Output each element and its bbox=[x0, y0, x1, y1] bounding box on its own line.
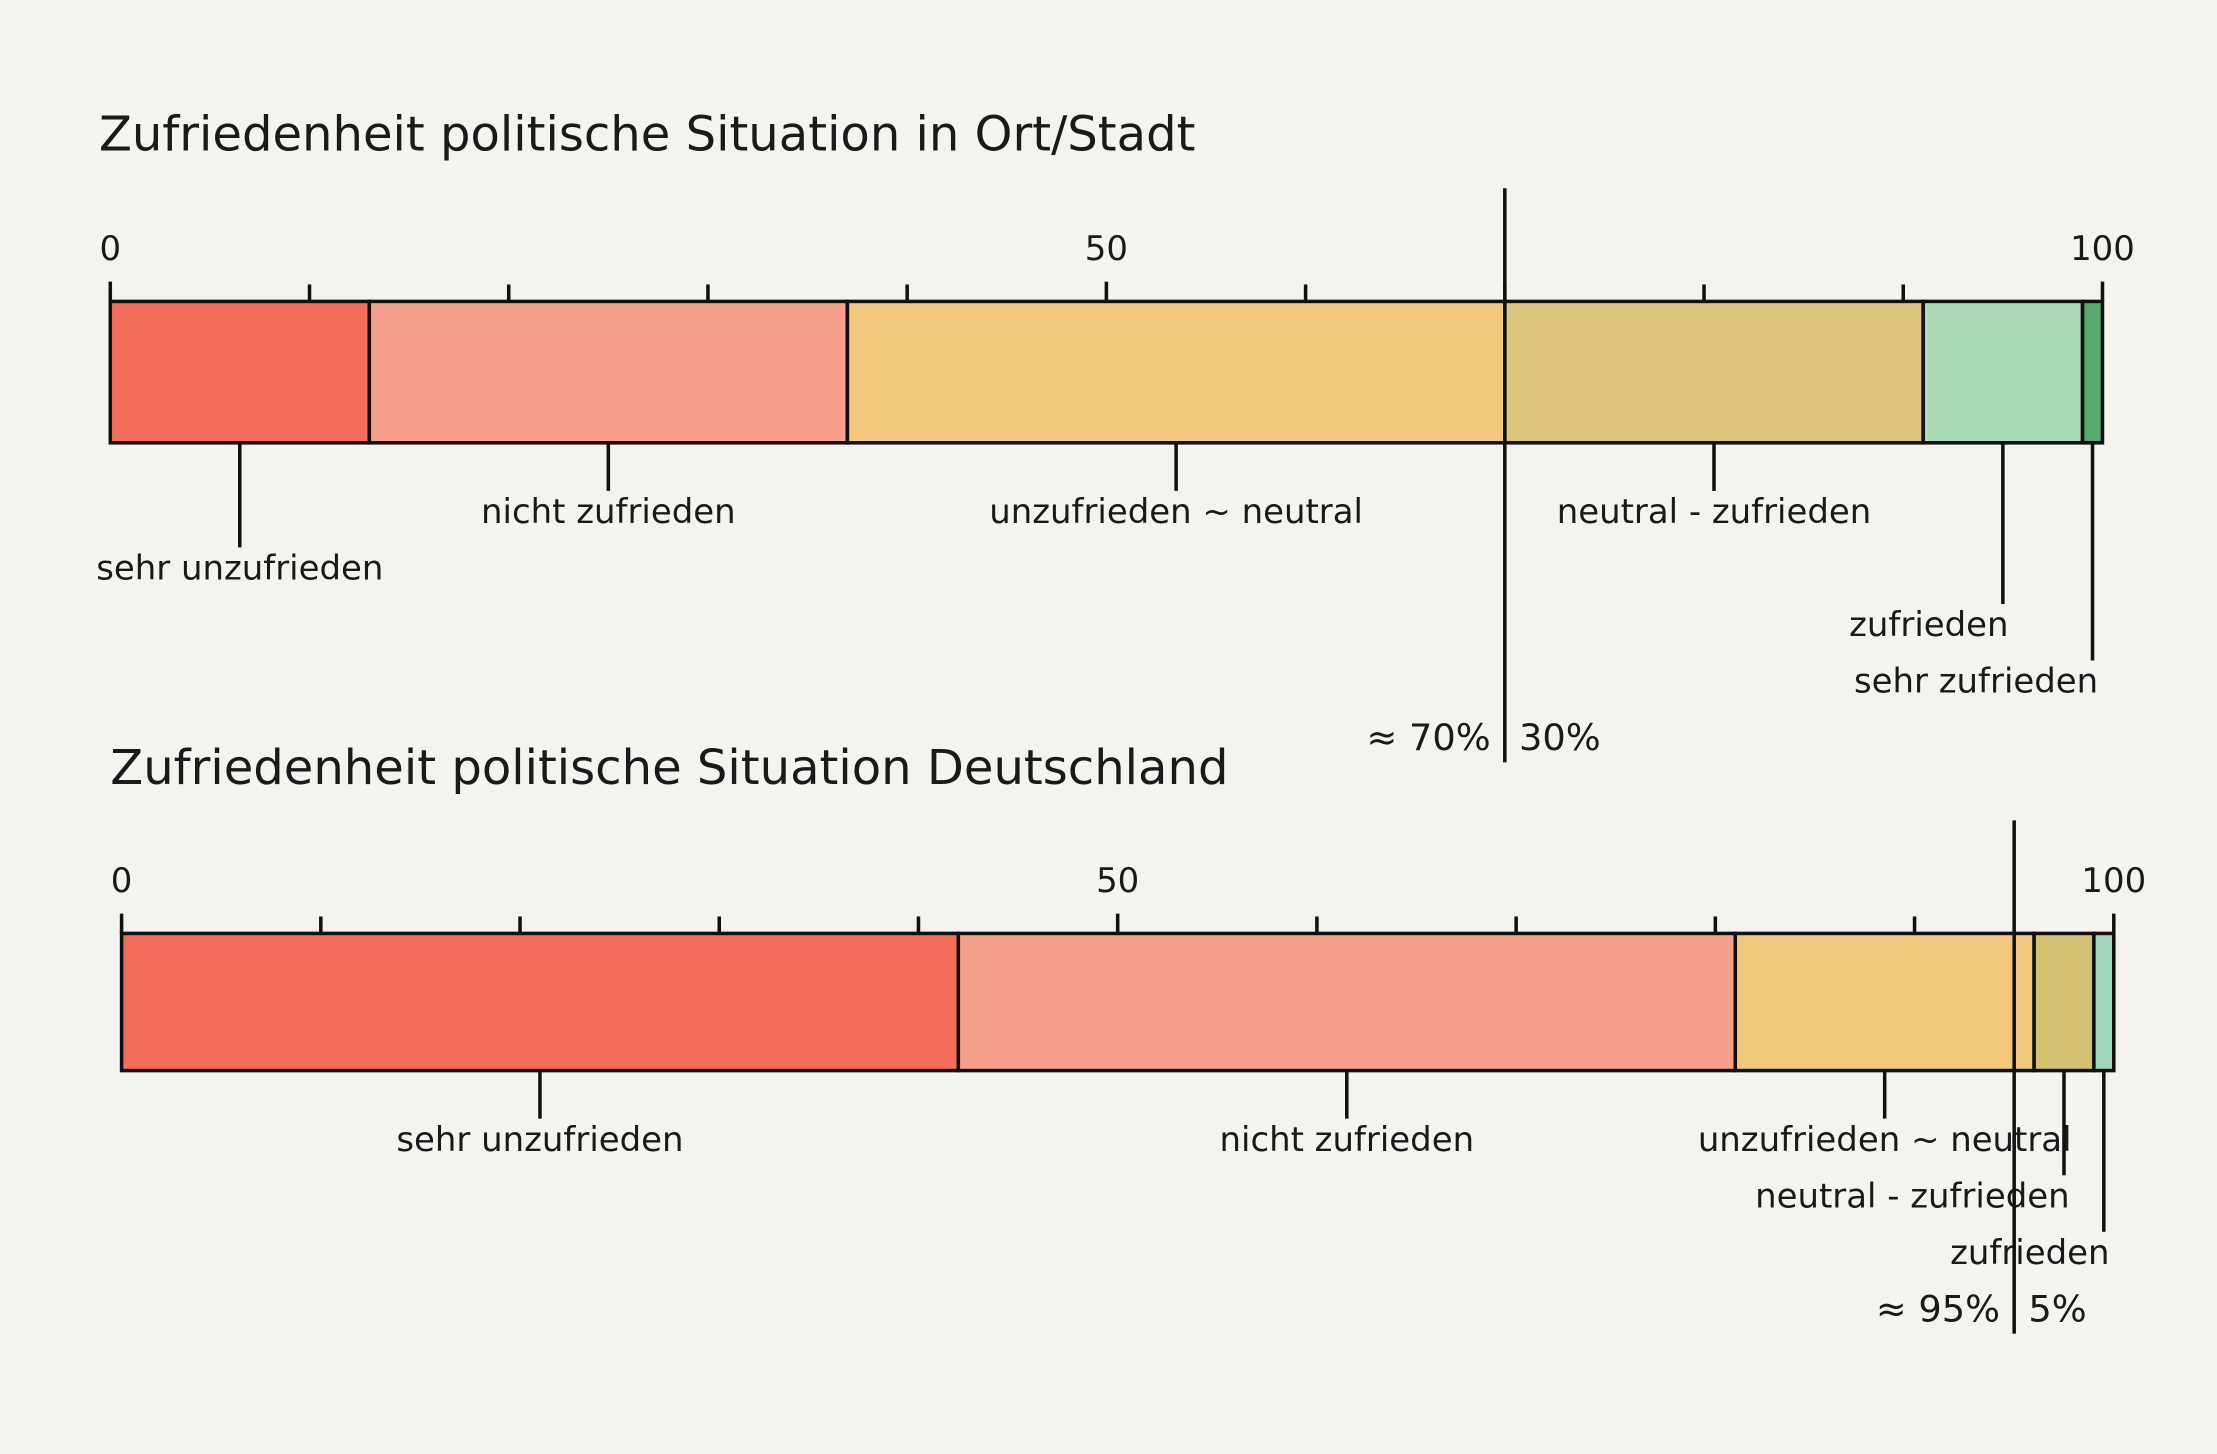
segment-label: zufrieden bbox=[1849, 606, 2008, 645]
bar-segment bbox=[1503, 299, 1925, 445]
bar-segment bbox=[845, 299, 1507, 445]
segment-label: sehr unzufrieden bbox=[96, 550, 383, 589]
x-tick-label: 100 bbox=[2081, 862, 2146, 901]
x-tick-label: 50 bbox=[1085, 230, 1128, 269]
segment-label: zufrieden bbox=[1950, 1234, 2109, 1273]
segment-label: unzufrieden ~ neutral bbox=[989, 493, 1363, 532]
segment-label: sehr unzufrieden bbox=[396, 1121, 683, 1160]
x-tick-label: 0 bbox=[99, 230, 121, 269]
x-tick-label: 50 bbox=[1096, 862, 1139, 901]
bar-segment bbox=[2032, 931, 2096, 1073]
bar-segment bbox=[956, 931, 1738, 1073]
segment-label: unzufrieden ~ neutral bbox=[1698, 1121, 2072, 1160]
bar-segment bbox=[367, 299, 850, 445]
bar-segment bbox=[1921, 299, 2085, 445]
chart-title: Zufriedenheit politische Situation in Or… bbox=[99, 106, 1195, 162]
bar-segment bbox=[2092, 931, 2116, 1073]
x-tick-label: 100 bbox=[2070, 230, 2135, 269]
bar-segment bbox=[119, 931, 961, 1073]
x-tick-label: 0 bbox=[111, 862, 133, 901]
bar-segment bbox=[2080, 299, 2105, 445]
split-right-label: 30% bbox=[1519, 716, 1601, 759]
segment-label: nicht zufrieden bbox=[1220, 1121, 1475, 1160]
segment-label: neutral - zufrieden bbox=[1557, 493, 1872, 532]
bar-segment bbox=[108, 299, 372, 445]
chart-title: Zufriedenheit politische Situation Deuts… bbox=[110, 740, 1228, 796]
bar-segment bbox=[1733, 931, 2036, 1073]
split-right-label: 5% bbox=[2028, 1287, 2086, 1330]
split-left-label: ≈ 95% bbox=[1876, 1287, 2000, 1330]
segment-label: sehr zufrieden bbox=[1854, 663, 2098, 702]
segment-label: nicht zufrieden bbox=[481, 493, 736, 532]
segment-label: neutral - zufrieden bbox=[1755, 1177, 2070, 1216]
split-left-label: ≈ 70% bbox=[1367, 716, 1491, 759]
